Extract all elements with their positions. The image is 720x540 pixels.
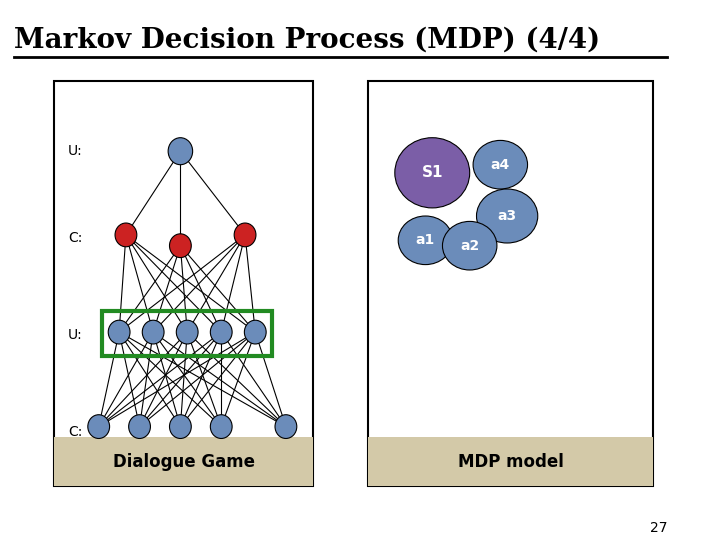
FancyBboxPatch shape xyxy=(55,437,313,486)
Ellipse shape xyxy=(210,415,232,438)
Text: MDP model: MDP model xyxy=(458,453,564,471)
Ellipse shape xyxy=(275,415,297,438)
Ellipse shape xyxy=(473,140,528,189)
Ellipse shape xyxy=(210,320,232,344)
Ellipse shape xyxy=(477,189,538,243)
Text: a2: a2 xyxy=(460,239,480,253)
Ellipse shape xyxy=(234,223,256,247)
Ellipse shape xyxy=(143,320,164,344)
Text: Markov Decision Process (MDP) (4/4): Markov Decision Process (MDP) (4/4) xyxy=(14,27,600,54)
Ellipse shape xyxy=(108,320,130,344)
Text: 27: 27 xyxy=(649,521,667,535)
Text: C:: C: xyxy=(68,231,83,245)
Ellipse shape xyxy=(443,221,497,270)
Ellipse shape xyxy=(168,138,193,165)
Text: S1: S1 xyxy=(421,165,443,180)
Ellipse shape xyxy=(176,320,198,344)
Ellipse shape xyxy=(395,138,469,208)
Ellipse shape xyxy=(115,223,137,247)
Text: a4: a4 xyxy=(491,158,510,172)
Ellipse shape xyxy=(169,234,192,258)
Text: Dialogue Game: Dialogue Game xyxy=(113,453,255,471)
Ellipse shape xyxy=(244,320,266,344)
Ellipse shape xyxy=(398,216,453,265)
Ellipse shape xyxy=(88,415,109,438)
FancyBboxPatch shape xyxy=(368,81,654,486)
Ellipse shape xyxy=(129,415,150,438)
Text: C:: C: xyxy=(68,425,83,439)
FancyBboxPatch shape xyxy=(368,437,654,486)
Text: a3: a3 xyxy=(498,209,517,223)
Text: a1: a1 xyxy=(416,233,435,247)
FancyBboxPatch shape xyxy=(55,81,313,486)
Text: U:: U: xyxy=(68,328,83,342)
Ellipse shape xyxy=(169,415,192,438)
Text: U:: U: xyxy=(68,144,83,158)
